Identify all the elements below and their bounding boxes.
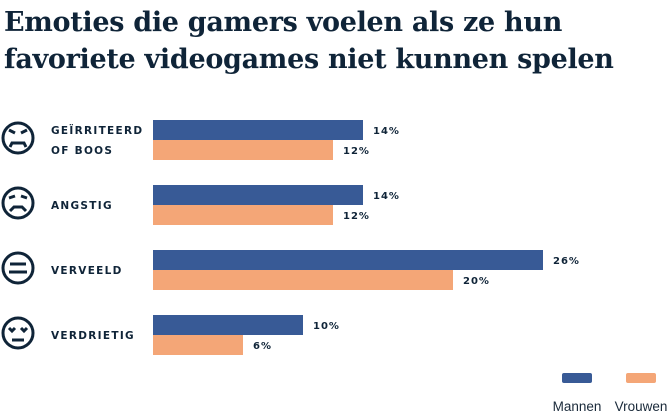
bar-mannen	[153, 250, 543, 270]
bar-vrouwen	[153, 205, 333, 225]
anxious-face-icon	[1, 186, 35, 220]
legend-label: Mannen	[553, 399, 602, 414]
legend-label: Vrouwen	[615, 399, 668, 414]
data-label: 12%	[343, 146, 370, 157]
bar-vrouwen	[153, 140, 333, 160]
category-label: ANGSTIG	[51, 200, 113, 212]
bored-face-icon	[1, 251, 35, 285]
data-label: 20%	[463, 276, 490, 287]
data-label: 26%	[553, 256, 580, 267]
bar-vrouwen	[153, 270, 453, 290]
bar-mannen	[153, 185, 363, 205]
angry-face-icon	[1, 121, 35, 155]
data-label: 14%	[373, 191, 400, 202]
bar-mannen	[153, 120, 363, 140]
category-label: GEÏRRITEERD	[51, 123, 143, 137]
bar-vrouwen	[153, 335, 243, 355]
data-label: 14%	[373, 126, 400, 137]
chart-title: Emoties die gamers voelen als ze hun fav…	[4, 7, 614, 75]
category-label: VERVEELD	[51, 265, 123, 277]
bar-mannen	[153, 315, 303, 335]
legend-swatch-vrouwen	[626, 373, 656, 383]
legend-swatch-mannen	[562, 373, 592, 383]
category-label: VERDRIETIG	[51, 330, 135, 342]
data-label: 12%	[343, 211, 370, 222]
category-label: OF BOOS	[51, 145, 113, 157]
data-label: 10%	[313, 321, 340, 332]
data-label: 6%	[253, 341, 272, 352]
sad-face-icon	[1, 316, 35, 350]
